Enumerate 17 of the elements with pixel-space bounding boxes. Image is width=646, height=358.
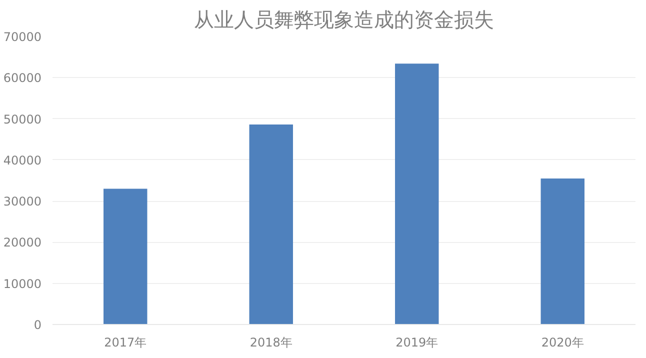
x-tick-label: 2017年 bbox=[104, 336, 147, 350]
y-tick-label: 0 bbox=[34, 318, 42, 332]
x-tick-label: 2019年 bbox=[396, 336, 438, 350]
y-tick-label: 50000 bbox=[3, 112, 42, 126]
y-tick-label: 10000 bbox=[3, 276, 42, 291]
y-tick-label: 70000 bbox=[3, 30, 42, 44]
x-tick-label: 2018年 bbox=[250, 336, 292, 350]
chart-title: 从业人员舞弊现象造成的资金损失 bbox=[194, 8, 494, 32]
y-tick-label: 20000 bbox=[3, 236, 42, 250]
bar bbox=[249, 124, 293, 324]
bar bbox=[540, 178, 584, 324]
bar bbox=[104, 188, 148, 324]
y-tick-label: 60000 bbox=[3, 71, 42, 86]
y-tick-label: 30000 bbox=[3, 194, 42, 209]
y-tick-label: 40000 bbox=[3, 153, 42, 168]
bar bbox=[395, 64, 439, 324]
x-tick-label: 2020年 bbox=[541, 336, 584, 350]
